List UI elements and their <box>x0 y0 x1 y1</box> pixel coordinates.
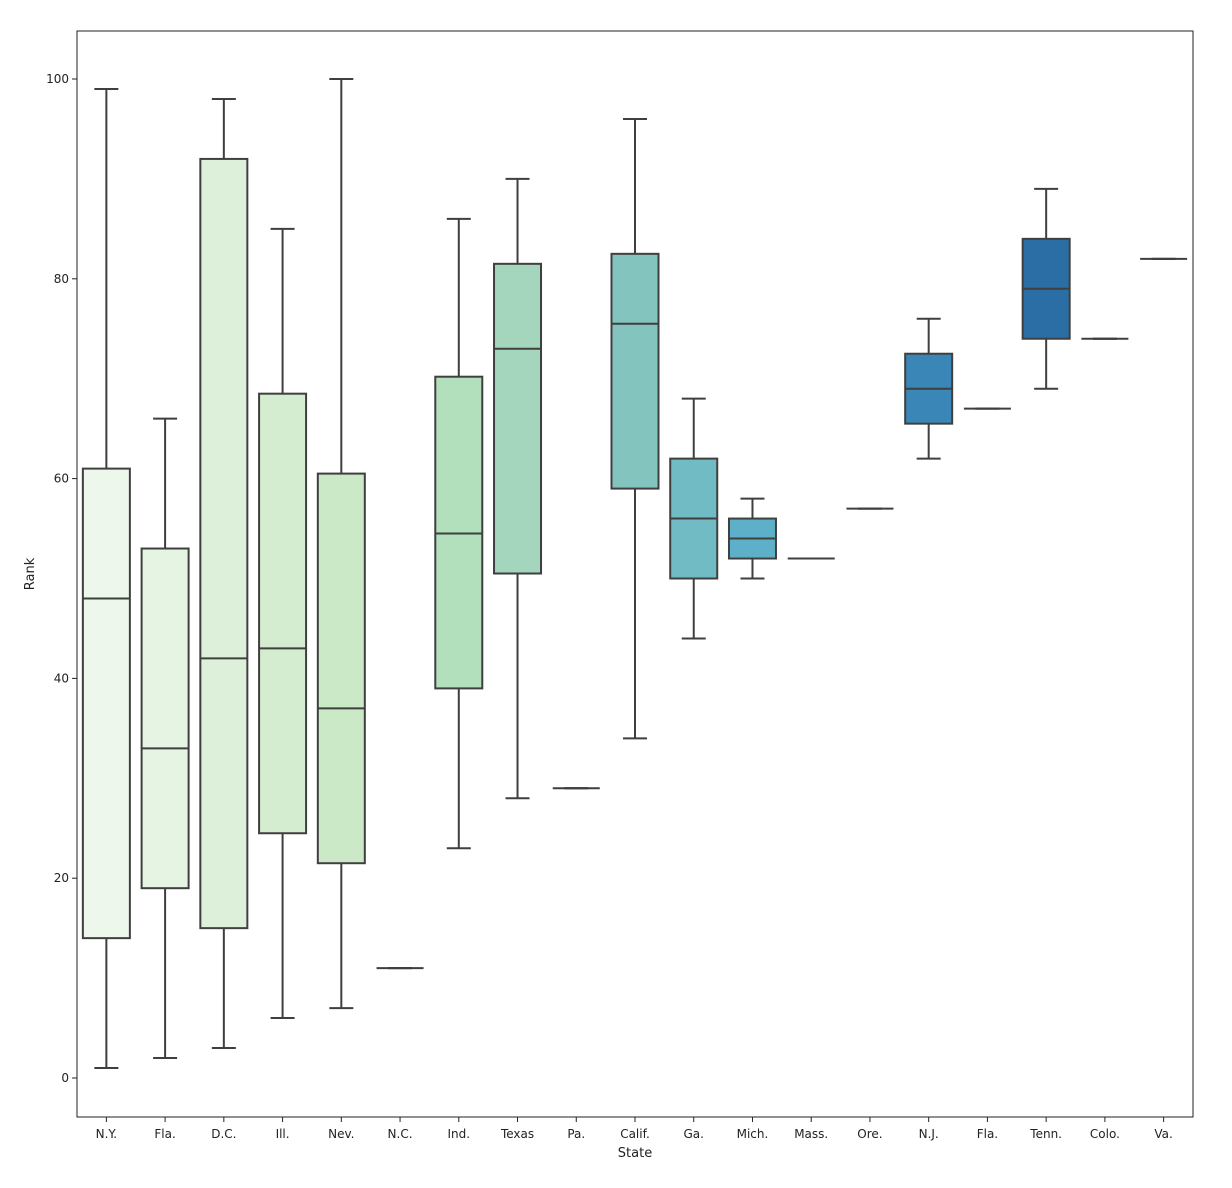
y-tick-label: 0 <box>61 1071 69 1085</box>
y-tick-label: 40 <box>54 671 69 685</box>
x-tick-label: Nev. <box>328 1127 354 1141</box>
x-tick-label: Ore. <box>857 1127 882 1141</box>
y-tick-label: 60 <box>54 472 69 486</box>
x-tick-label: N.J. <box>919 1127 939 1141</box>
x-tick-label: Fla. <box>977 1127 998 1141</box>
y-axis-label: Rank <box>23 557 38 590</box>
box-iqr <box>200 159 247 928</box>
box-iqr <box>612 254 659 489</box>
x-tick-label: Ind. <box>448 1127 471 1141</box>
box-iqr <box>318 474 365 864</box>
box-iqr <box>142 549 189 889</box>
x-tick-label: Mass. <box>794 1127 828 1141</box>
y-tick-label: 80 <box>54 272 69 286</box>
x-tick-label: Ga. <box>684 1127 704 1141</box>
box-2 <box>200 99 247 1048</box>
x-tick-label: Va. <box>1154 1127 1172 1141</box>
x-tick-label: N.Y. <box>96 1127 118 1141</box>
x-tick-label: D.C. <box>211 1127 236 1141</box>
x-tick-label: Pa. <box>567 1127 585 1141</box>
box-iqr <box>259 394 306 834</box>
x-tick-label: Fla. <box>154 1127 175 1141</box>
box-iqr <box>494 264 541 574</box>
x-axis-label: State <box>618 1146 652 1161</box>
x-tick-label: Tenn. <box>1029 1127 1062 1141</box>
x-tick-label: Ill. <box>276 1127 290 1141</box>
x-tick-label: Texas <box>500 1127 534 1141</box>
x-tick-label: Mich. <box>737 1127 769 1141</box>
box-iqr <box>83 469 130 939</box>
x-tick-label: Calif. <box>620 1127 650 1141</box>
x-tick-label: Colo. <box>1090 1127 1120 1141</box>
y-tick-label: 20 <box>54 871 69 885</box>
y-tick-label: 100 <box>46 72 69 86</box>
x-tick-label: N.C. <box>388 1127 413 1141</box>
